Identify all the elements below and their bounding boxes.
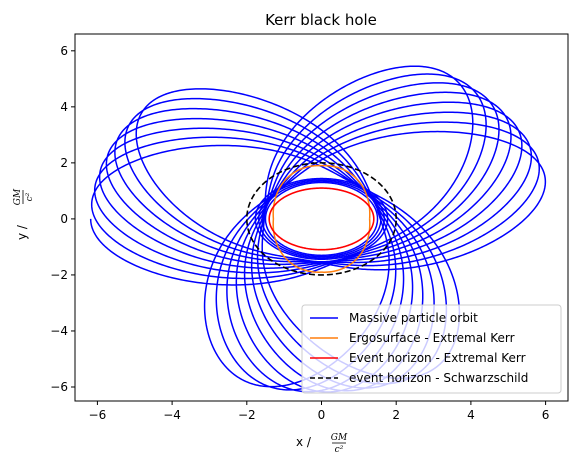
- plot-area: [89, 65, 547, 393]
- y-tick-label: 2: [60, 156, 68, 170]
- orbit-inner-ring: [264, 181, 379, 257]
- orbit-inner-ring: [257, 179, 385, 259]
- y-tick-label: −2: [50, 268, 68, 282]
- chart-title: Kerr black hole: [265, 11, 377, 29]
- legend-label-event-horizon-schwarzschild: event horizon - Schwarzschild: [349, 371, 528, 385]
- x-axis-ticks: −6 −4 −2 0 2 4 6: [89, 401, 550, 422]
- y-axis-label: y / GM c²: [13, 188, 35, 240]
- y-tick-label: 0: [60, 212, 68, 226]
- orbit-inner-ring: [261, 180, 382, 258]
- y-axis-label-text: y /: [15, 224, 29, 240]
- y-axis-ticks: −6 −4 −2 0 2 4 6: [50, 44, 75, 394]
- event-horizon-kerr-line: [268, 187, 375, 251]
- x-tick-label: 0: [318, 408, 326, 422]
- y-tick-label: −6: [50, 380, 68, 394]
- x-axis-label-text: x /: [296, 435, 312, 449]
- orbit-inner-ring: [254, 177, 389, 260]
- legend-label-event-horizon-kerr: Event horizon - Extremal Kerr: [349, 351, 526, 365]
- x-tick-label: −6: [89, 408, 107, 422]
- x-axis-label-numerator: GM: [331, 433, 348, 443]
- x-axis-label: x / GM c²: [296, 433, 348, 455]
- legend-box: [301, 304, 562, 394]
- x-tick-label: −4: [163, 408, 181, 422]
- legend-label-ergosurface: Ergosurface - Extremal Kerr: [349, 331, 515, 345]
- y-axis-label-numerator: GM: [13, 188, 23, 205]
- x-tick-label: 2: [392, 408, 400, 422]
- x-tick-label: 6: [542, 408, 550, 422]
- y-tick-label: 6: [60, 44, 68, 58]
- legend-label-orbit: Massive particle orbit: [349, 311, 478, 325]
- ergosurface-line: [272, 164, 371, 273]
- x-axis-label-denominator: c²: [335, 445, 344, 455]
- x-tick-label: −2: [238, 408, 256, 422]
- y-tick-label: 4: [60, 100, 68, 114]
- x-tick-label: 4: [467, 408, 475, 422]
- y-tick-label: −4: [50, 324, 68, 338]
- legend: Massive particle orbit Ergosurface - Ext…: [301, 304, 562, 394]
- y-axis-label-denominator: c²: [25, 192, 35, 201]
- event-horizon-schwarzschild-line: [245, 162, 397, 276]
